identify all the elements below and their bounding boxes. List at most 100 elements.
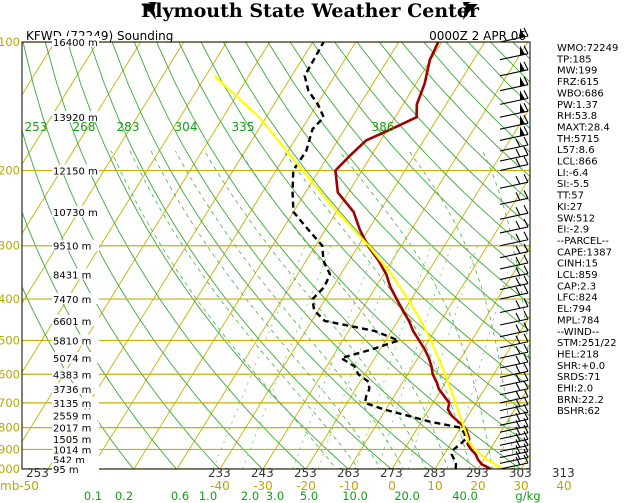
index-item: CINH:15 (557, 259, 598, 270)
wind-barb-flag (515, 335, 521, 344)
height-label: 6601 m (53, 317, 91, 328)
wind-barb-flag (515, 256, 521, 266)
wind-barb-staff (499, 444, 529, 453)
height-label: 5074 m (53, 354, 91, 365)
wind-barb-flag (523, 27, 529, 37)
wind-barb-flag (515, 300, 521, 309)
theta-label-bottom: 293 (466, 466, 489, 480)
temperature-tick-label: mb-50 (0, 479, 39, 493)
wind-barb-flag (515, 277, 521, 286)
wind-barb-flag (523, 333, 529, 342)
wind-barb-staff (499, 226, 529, 234)
wind-barbs (499, 27, 529, 470)
index-item: LCL:859 (557, 270, 598, 281)
wind-barb-flag (523, 146, 529, 156)
height-label: 10730 m (53, 208, 98, 219)
index-item: EL:794 (557, 304, 591, 315)
theta-label-top: 253 (25, 120, 48, 134)
moist-adiabat-line (408, 150, 515, 469)
wind-barb-flag (523, 371, 529, 381)
wind-barb-staff (499, 425, 529, 433)
index-item: SI:-5.5 (557, 179, 589, 190)
wind-barb-flag (523, 173, 529, 183)
wind-barb-staff (499, 456, 529, 464)
height-label-bg (52, 314, 99, 326)
mixing-ratio-label: 0.2 (115, 489, 133, 503)
wind-barb-flag (515, 220, 521, 230)
wind-barb-staff (499, 396, 529, 404)
height-label-bg (52, 268, 99, 280)
isotherm-line (348, 176, 530, 469)
mixing-ratio-label: 3.0 (266, 489, 284, 503)
stability-indices: WMO:72249TP:185MW:199FRZ:615WBO:686PW:1.… (556, 43, 618, 417)
mixing-ratio-label: 40.0 (452, 489, 478, 503)
wind-barb-staff (499, 388, 529, 396)
wind-barb-flag (515, 267, 521, 276)
index-item: TT:57 (556, 191, 584, 202)
wind-barb-flag (523, 254, 529, 264)
height-label-bg (52, 352, 99, 364)
theta-label-bottom: 283 (423, 466, 446, 480)
dry-adiabat-line (223, 42, 530, 388)
height-label-bg (52, 453, 99, 465)
wind-barb-flag (515, 206, 521, 216)
wind-barb-flag (523, 61, 529, 71)
height-label-bg (52, 334, 99, 346)
wind-barb-flag (523, 353, 529, 363)
isotherm-line (90, 42, 357, 469)
wind-barb-flag (515, 382, 521, 391)
wind-barb-flag (515, 175, 521, 185)
moist-adiabat-line (129, 150, 360, 469)
wind-barb-flag (523, 298, 529, 307)
wind-barb-flag (523, 190, 529, 199)
height-label-bg (52, 443, 99, 455)
dry-adiabat-line (178, 42, 530, 447)
theta-label-bottom: 263 (337, 466, 360, 480)
mixing-ratio-label: 10.0 (342, 489, 368, 503)
temperature-axis: mb-50 -40 -30 -20 -10 0 10 20 30 40 (0, 479, 572, 493)
moist-adiabat-line (175, 150, 404, 469)
wind-barb-pennant (520, 28, 525, 38)
wind-barb-flag (515, 138, 521, 148)
mixing-ratio-line (212, 245, 306, 469)
dry-adiabat-line (200, 42, 530, 417)
dewpoint-trace (291, 42, 467, 469)
parcel-trace (213, 74, 505, 469)
theta-label-top: 386 (372, 120, 395, 134)
index-item: STM:251/22 (557, 338, 617, 349)
index-item: L57:8.6 (557, 145, 595, 156)
index-item: --WIND-- (557, 327, 599, 338)
wind-barb-flag (515, 405, 521, 415)
mixing-ratio-line (242, 245, 332, 469)
theta-label-bottom: 303 (509, 466, 532, 480)
wind-barb-flag (523, 45, 529, 54)
index-item: SW:512 (557, 213, 595, 224)
wind-barb-flag (515, 451, 521, 460)
index-item: EHI:2.0 (557, 384, 593, 395)
wind-barb-staff (499, 370, 529, 378)
moist-adiabat-line (110, 150, 337, 469)
mixing-ratio-labels: 0.1 0.2 0.6 1.0 2.0 3.0 5.0 10.0 20.0 40.0 g/kg (84, 489, 541, 503)
wind-barb-flag (523, 265, 529, 274)
wind-barb-staff (499, 462, 529, 470)
theta-label-bottom: 253 (294, 466, 317, 480)
wind-barb-staff (499, 273, 529, 281)
wind-barb-flag (523, 90, 529, 99)
height-label-bg (52, 164, 99, 176)
pressure-tick-label: 1000 (0, 462, 20, 476)
wind-barb-flag (515, 419, 521, 429)
height-label-bg (52, 36, 99, 47)
wind-barb-flag (523, 114, 529, 124)
temperature-tick-label: -20 (296, 479, 316, 493)
temperature-tick-label: 30 (513, 479, 528, 493)
dry-adiabat-line (334, 42, 530, 253)
theta-label-bottom: 313 (552, 466, 575, 480)
wind-barb-flag (523, 343, 529, 353)
wind-barb-flag (523, 284, 529, 294)
index-item: SHR:+0.0 (557, 361, 605, 372)
height-label-bg (52, 396, 99, 408)
wind-barb-flag (523, 126, 529, 135)
dry-adiabat-line (156, 42, 521, 469)
mixing-ratio-label: 0.6 (171, 489, 189, 503)
